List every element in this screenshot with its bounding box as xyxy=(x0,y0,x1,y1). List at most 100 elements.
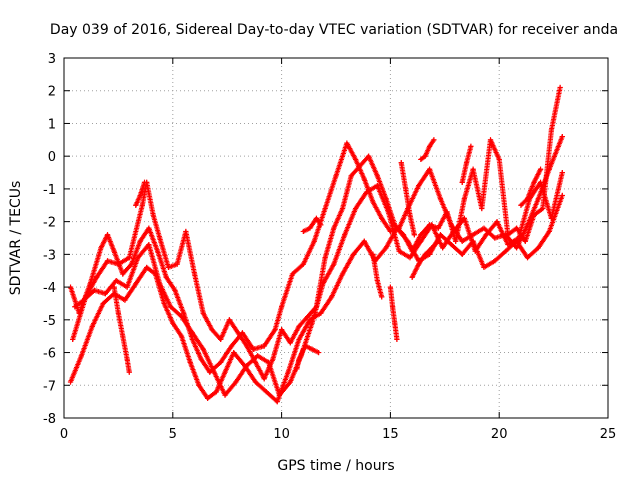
data-point xyxy=(331,225,337,231)
data-point xyxy=(305,313,311,320)
data-point xyxy=(461,196,467,202)
data-point xyxy=(363,189,370,195)
data-point xyxy=(287,340,293,346)
data-point xyxy=(416,261,422,267)
data-point xyxy=(144,264,150,271)
data-point xyxy=(122,297,128,303)
plot-border xyxy=(63,57,609,419)
data-point xyxy=(333,173,339,179)
data-point xyxy=(200,310,206,316)
data-point xyxy=(426,143,433,149)
data-point xyxy=(213,389,219,395)
data-point xyxy=(535,196,541,202)
data-point xyxy=(557,84,563,91)
data-point xyxy=(205,395,211,401)
data-point xyxy=(548,215,555,221)
data-point xyxy=(322,255,328,261)
data-point xyxy=(361,176,367,182)
y-tick-label: -2 xyxy=(43,216,56,231)
y-tick-label: 0 xyxy=(48,150,56,165)
data-point xyxy=(374,173,380,179)
data-point xyxy=(198,356,204,362)
data-point xyxy=(255,353,261,359)
data-point xyxy=(296,323,302,329)
series-branch-b xyxy=(133,179,148,208)
data-point xyxy=(431,137,437,143)
data-point xyxy=(157,235,163,241)
data-point xyxy=(540,205,546,212)
data-point xyxy=(211,369,217,375)
data-point xyxy=(270,356,276,362)
data-point xyxy=(548,127,555,133)
series-branch-h xyxy=(409,238,441,280)
data-point xyxy=(468,143,474,149)
data-point xyxy=(89,323,95,329)
data-point xyxy=(459,238,465,244)
data-point xyxy=(318,310,324,316)
data-point xyxy=(352,205,359,212)
data-point xyxy=(178,333,185,339)
data-point xyxy=(531,212,537,218)
data-point xyxy=(178,313,185,320)
data-point xyxy=(139,202,145,208)
data-point xyxy=(244,363,250,369)
series-branch-k xyxy=(518,166,544,208)
data-point xyxy=(261,343,267,349)
data-point xyxy=(191,271,198,277)
data-point xyxy=(233,379,239,385)
y-tick-label: 2 xyxy=(48,85,56,100)
data-point xyxy=(459,251,465,257)
data-point xyxy=(522,238,528,244)
data-point xyxy=(135,255,141,261)
data-point xyxy=(207,369,213,375)
data-point xyxy=(126,369,132,375)
data-point xyxy=(535,245,541,251)
series-branch-i xyxy=(418,137,437,163)
data-point xyxy=(374,183,380,189)
data-point xyxy=(418,238,424,244)
data-point xyxy=(141,179,148,185)
data-point xyxy=(133,202,139,208)
series-branch-j xyxy=(459,143,474,185)
data-point xyxy=(98,245,104,251)
data-point xyxy=(111,284,117,290)
data-point xyxy=(339,205,346,212)
data-point xyxy=(187,359,193,365)
data-point xyxy=(385,209,391,215)
data-point xyxy=(168,304,174,310)
series-branch-e xyxy=(302,343,322,356)
data-point xyxy=(505,232,511,238)
data-point xyxy=(400,232,407,238)
data-point xyxy=(226,317,232,323)
data-point xyxy=(463,160,470,166)
data-point xyxy=(289,271,296,277)
data-point xyxy=(426,166,433,172)
data-point xyxy=(514,225,520,231)
data-point xyxy=(279,304,285,310)
data-point xyxy=(546,228,552,235)
x-tick-label: 20 xyxy=(491,427,508,442)
series-branch-d xyxy=(300,215,324,235)
data-point xyxy=(322,205,328,212)
data-point xyxy=(183,228,189,235)
data-point xyxy=(154,248,161,254)
data-point xyxy=(329,294,335,300)
data-point xyxy=(296,356,302,362)
data-point xyxy=(174,261,180,267)
series-branch-c xyxy=(294,346,306,372)
data-point xyxy=(104,232,111,238)
data-point xyxy=(483,232,489,238)
x-tick-label: 15 xyxy=(382,427,399,442)
data-point xyxy=(487,137,494,143)
data-point xyxy=(172,287,178,293)
data-point xyxy=(559,192,565,199)
x-tick-label: 25 xyxy=(600,427,617,442)
data-point xyxy=(124,284,130,290)
data-point xyxy=(361,238,367,244)
data-point xyxy=(120,333,126,339)
data-point xyxy=(196,382,202,388)
x-tick-label: 0 xyxy=(60,427,68,442)
data-point xyxy=(115,261,121,267)
data-point xyxy=(481,264,487,271)
data-point xyxy=(70,336,76,343)
